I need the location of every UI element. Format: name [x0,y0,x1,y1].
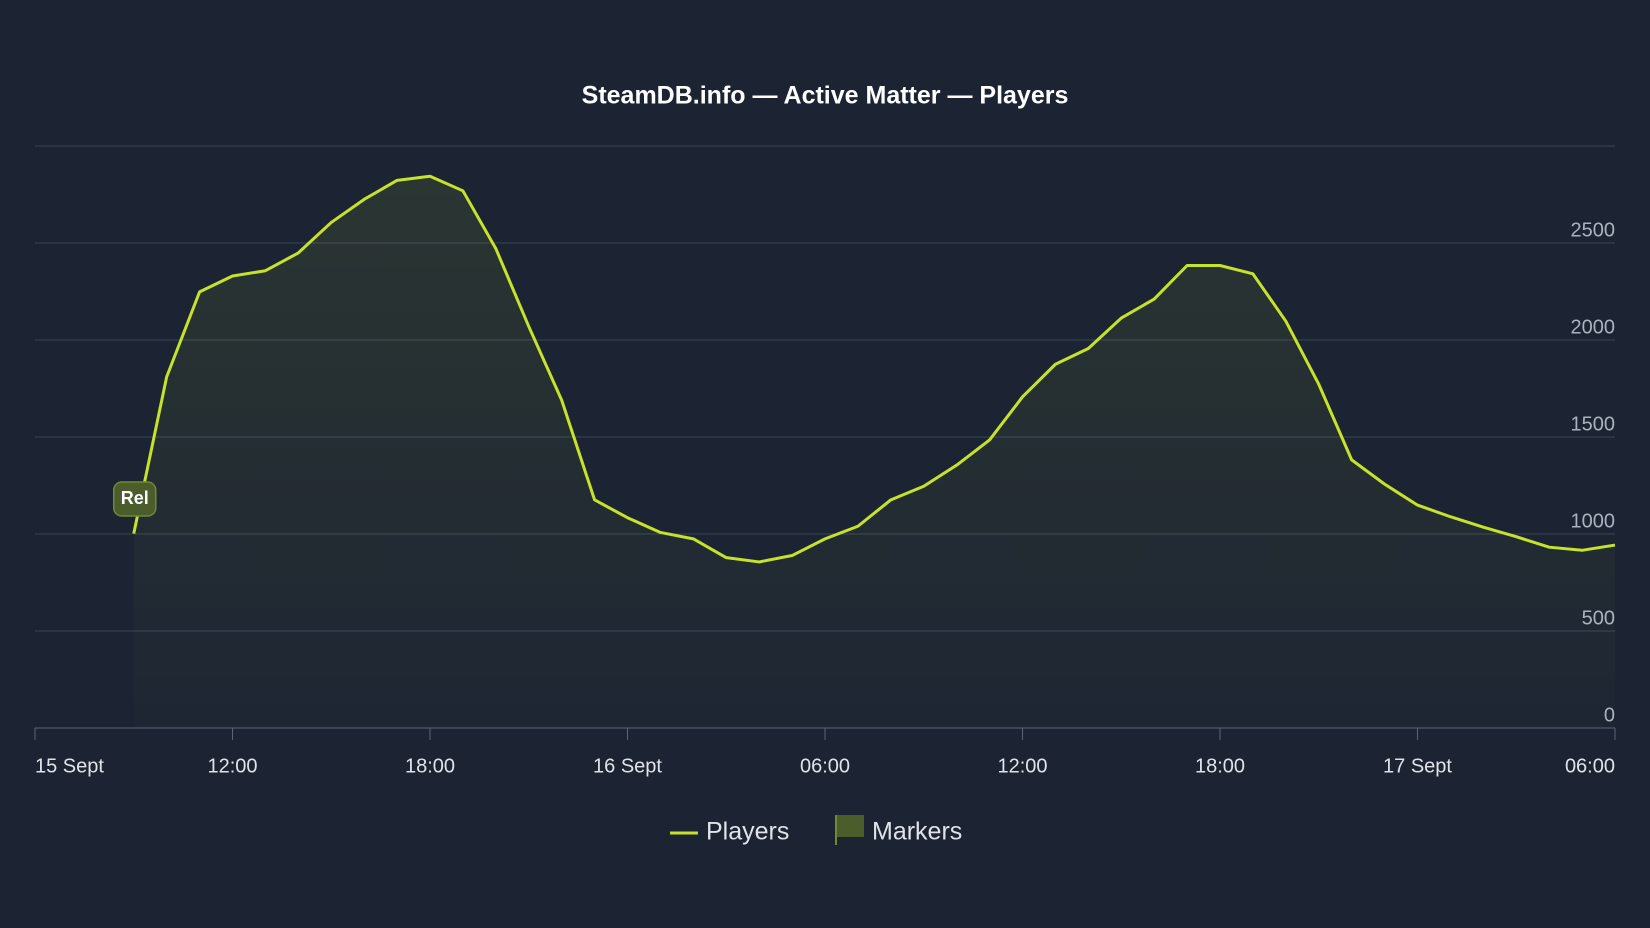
x-tick-label: 17 Sept [1383,755,1452,777]
y-tick-label: 1500 [1571,413,1616,435]
chart-title: SteamDB.info — Active Matter — Players [582,82,1069,110]
x-tick-label: 18:00 [1195,755,1245,777]
legend-label: Markers [872,818,962,846]
x-tick-label: 18:00 [405,755,455,777]
y-tick-label: 2000 [1571,316,1616,338]
marker-flag [113,481,157,517]
legend-symbol [836,815,864,837]
x-tick-label: 16 Sept [593,755,662,777]
x-tick-label: 06:00 [1565,755,1615,777]
area [133,176,1615,728]
x-tick-label: 15 Sept [35,755,104,777]
y-tick-label: 2500 [1571,219,1616,241]
x-tick-label: 06:00 [800,755,850,777]
legend-label: Players [706,818,789,846]
x-tick-label: 12:00 [997,755,1047,777]
y-tick-label: 1000 [1571,510,1616,532]
marker-label: Rel [121,488,149,508]
x-tick-label: 12:00 [207,755,257,777]
line [132,174,1616,564]
